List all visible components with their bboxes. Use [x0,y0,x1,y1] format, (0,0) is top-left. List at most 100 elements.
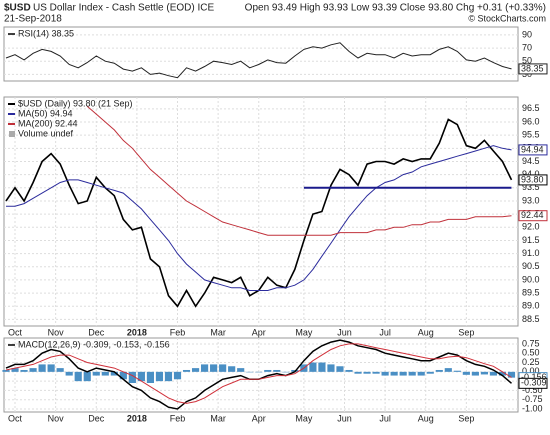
histogram-bar [480,371,488,375]
histogram-bar [56,368,64,372]
histogram-bar [182,369,191,372]
histogram-bar [146,371,155,383]
legend-title: MACD(12,26,9) -0.309, -0.153, -0.156 [18,339,170,349]
histogram-bar [110,371,118,376]
histogram-bar [2,369,10,372]
x-tick-label: Aug [418,327,434,337]
series-line [5,42,512,79]
y-tick-label: 0.50 [522,348,540,358]
x-tick-label: Nov [48,327,65,337]
histogram-bar [381,371,389,376]
x-tick-label: Jul [379,327,391,337]
histogram-bar [273,369,281,372]
end-tag: -0.309 [521,378,547,388]
x-tick-label: Feb [170,327,186,337]
histogram-bar [363,371,371,374]
histogram-bar [38,364,46,372]
y-tick-label: 90.5 [522,261,540,271]
x-tick-label: Dec [88,327,105,337]
histogram-bar [237,368,245,372]
histogram-bar [47,364,55,372]
x-tick-label: Jun [337,413,352,423]
histogram-bar [255,371,263,373]
x-tick-label: Aug [418,413,434,423]
histogram-bar [435,369,443,372]
panel [3,96,519,327]
x-tick-label: Sep [458,413,474,423]
y-tick-label: 96.0 [522,116,540,126]
histogram-bar [11,368,19,372]
x-tick-label: Apr [252,327,266,337]
series-line [86,105,512,236]
end-tag: -0.156 [521,372,547,382]
y-tick-label: 94.5 [522,156,540,166]
histogram-bar [201,364,209,372]
histogram-bar [462,371,470,375]
histogram-bar [453,370,461,372]
y-tick-label: 92.0 [522,222,540,232]
y-tick-label: 70 [522,42,532,52]
histogram-bar [29,368,37,372]
legend-title: RSI(14) 38.35 [18,28,74,38]
x-tick-label: Jun [337,327,352,337]
y-tick-label: 93.5 [522,182,540,192]
histogram-bar [444,368,452,372]
histogram-bar [390,371,398,376]
end-tag-box [518,377,548,389]
y-tick-label: 93.0 [522,195,540,205]
histogram-bar [65,371,73,376]
histogram-bar [498,371,507,376]
histogram-bar [507,371,516,378]
quote: Open 93.49 High 93.93 Low 93.39 Close 93… [245,3,546,14]
y-tick-label: 89.5 [522,287,540,297]
histogram-bar [489,371,498,376]
histogram-bar [228,366,236,372]
x-tick-label: 2018 [127,413,147,423]
y-tick-label: 50 [522,56,532,66]
histogram-bar [210,364,218,372]
histogram-bar [318,362,326,372]
end-tag: 92.44 [521,210,544,220]
histogram-bar [336,366,344,372]
histogram-bar [372,371,380,374]
histogram-bar [345,369,353,372]
x-tick-label: May [295,413,313,423]
series-line [6,145,512,291]
y-tick-label: 88.5 [522,314,540,324]
histogram-bar [399,371,407,376]
y-tick-label: 89.0 [522,301,540,311]
date: 21-Sep-2018 [4,14,62,25]
histogram-bar [173,371,182,380]
histogram-bar [101,371,109,376]
x-tick-label: Mar [210,413,226,423]
x-tick-label: May [295,327,313,337]
end-tag-box [518,174,548,186]
histogram-bar [471,371,479,376]
histogram-bar [128,371,136,383]
index-name: US Dollar Index - Cash Settle (EOD) ICE [33,3,214,14]
histogram-bar [119,371,127,380]
x-tick-label: Apr [252,413,266,423]
y-tick-label: 0.75 [522,338,540,348]
legend-entry: $USD (Daily) 93.80 (21 Sep) [18,98,133,108]
x-tick-label: Oct [8,413,23,423]
histogram-bar [327,364,335,372]
y-tick-label: 0.00 [522,366,540,376]
end-tag: 94.94 [521,144,544,154]
legend-entry: MA(50) 94.94 [18,108,73,118]
y-tick-label: 91.0 [522,248,540,258]
series-line [5,343,512,404]
histogram-bar [92,371,100,376]
symbol: $USD [4,3,31,14]
x-tick-label: Sep [458,327,474,337]
histogram-bar [282,371,290,373]
legend-swatch [9,131,15,137]
y-tick-label: 94.0 [522,169,540,179]
histogram-bar [137,371,145,382]
y-tick-label: 0.25 [522,357,540,367]
end-tag-box [518,63,548,75]
histogram-bar [164,371,173,382]
x-tick-label: Mar [210,327,226,337]
y-tick-label: 90.0 [522,274,540,284]
